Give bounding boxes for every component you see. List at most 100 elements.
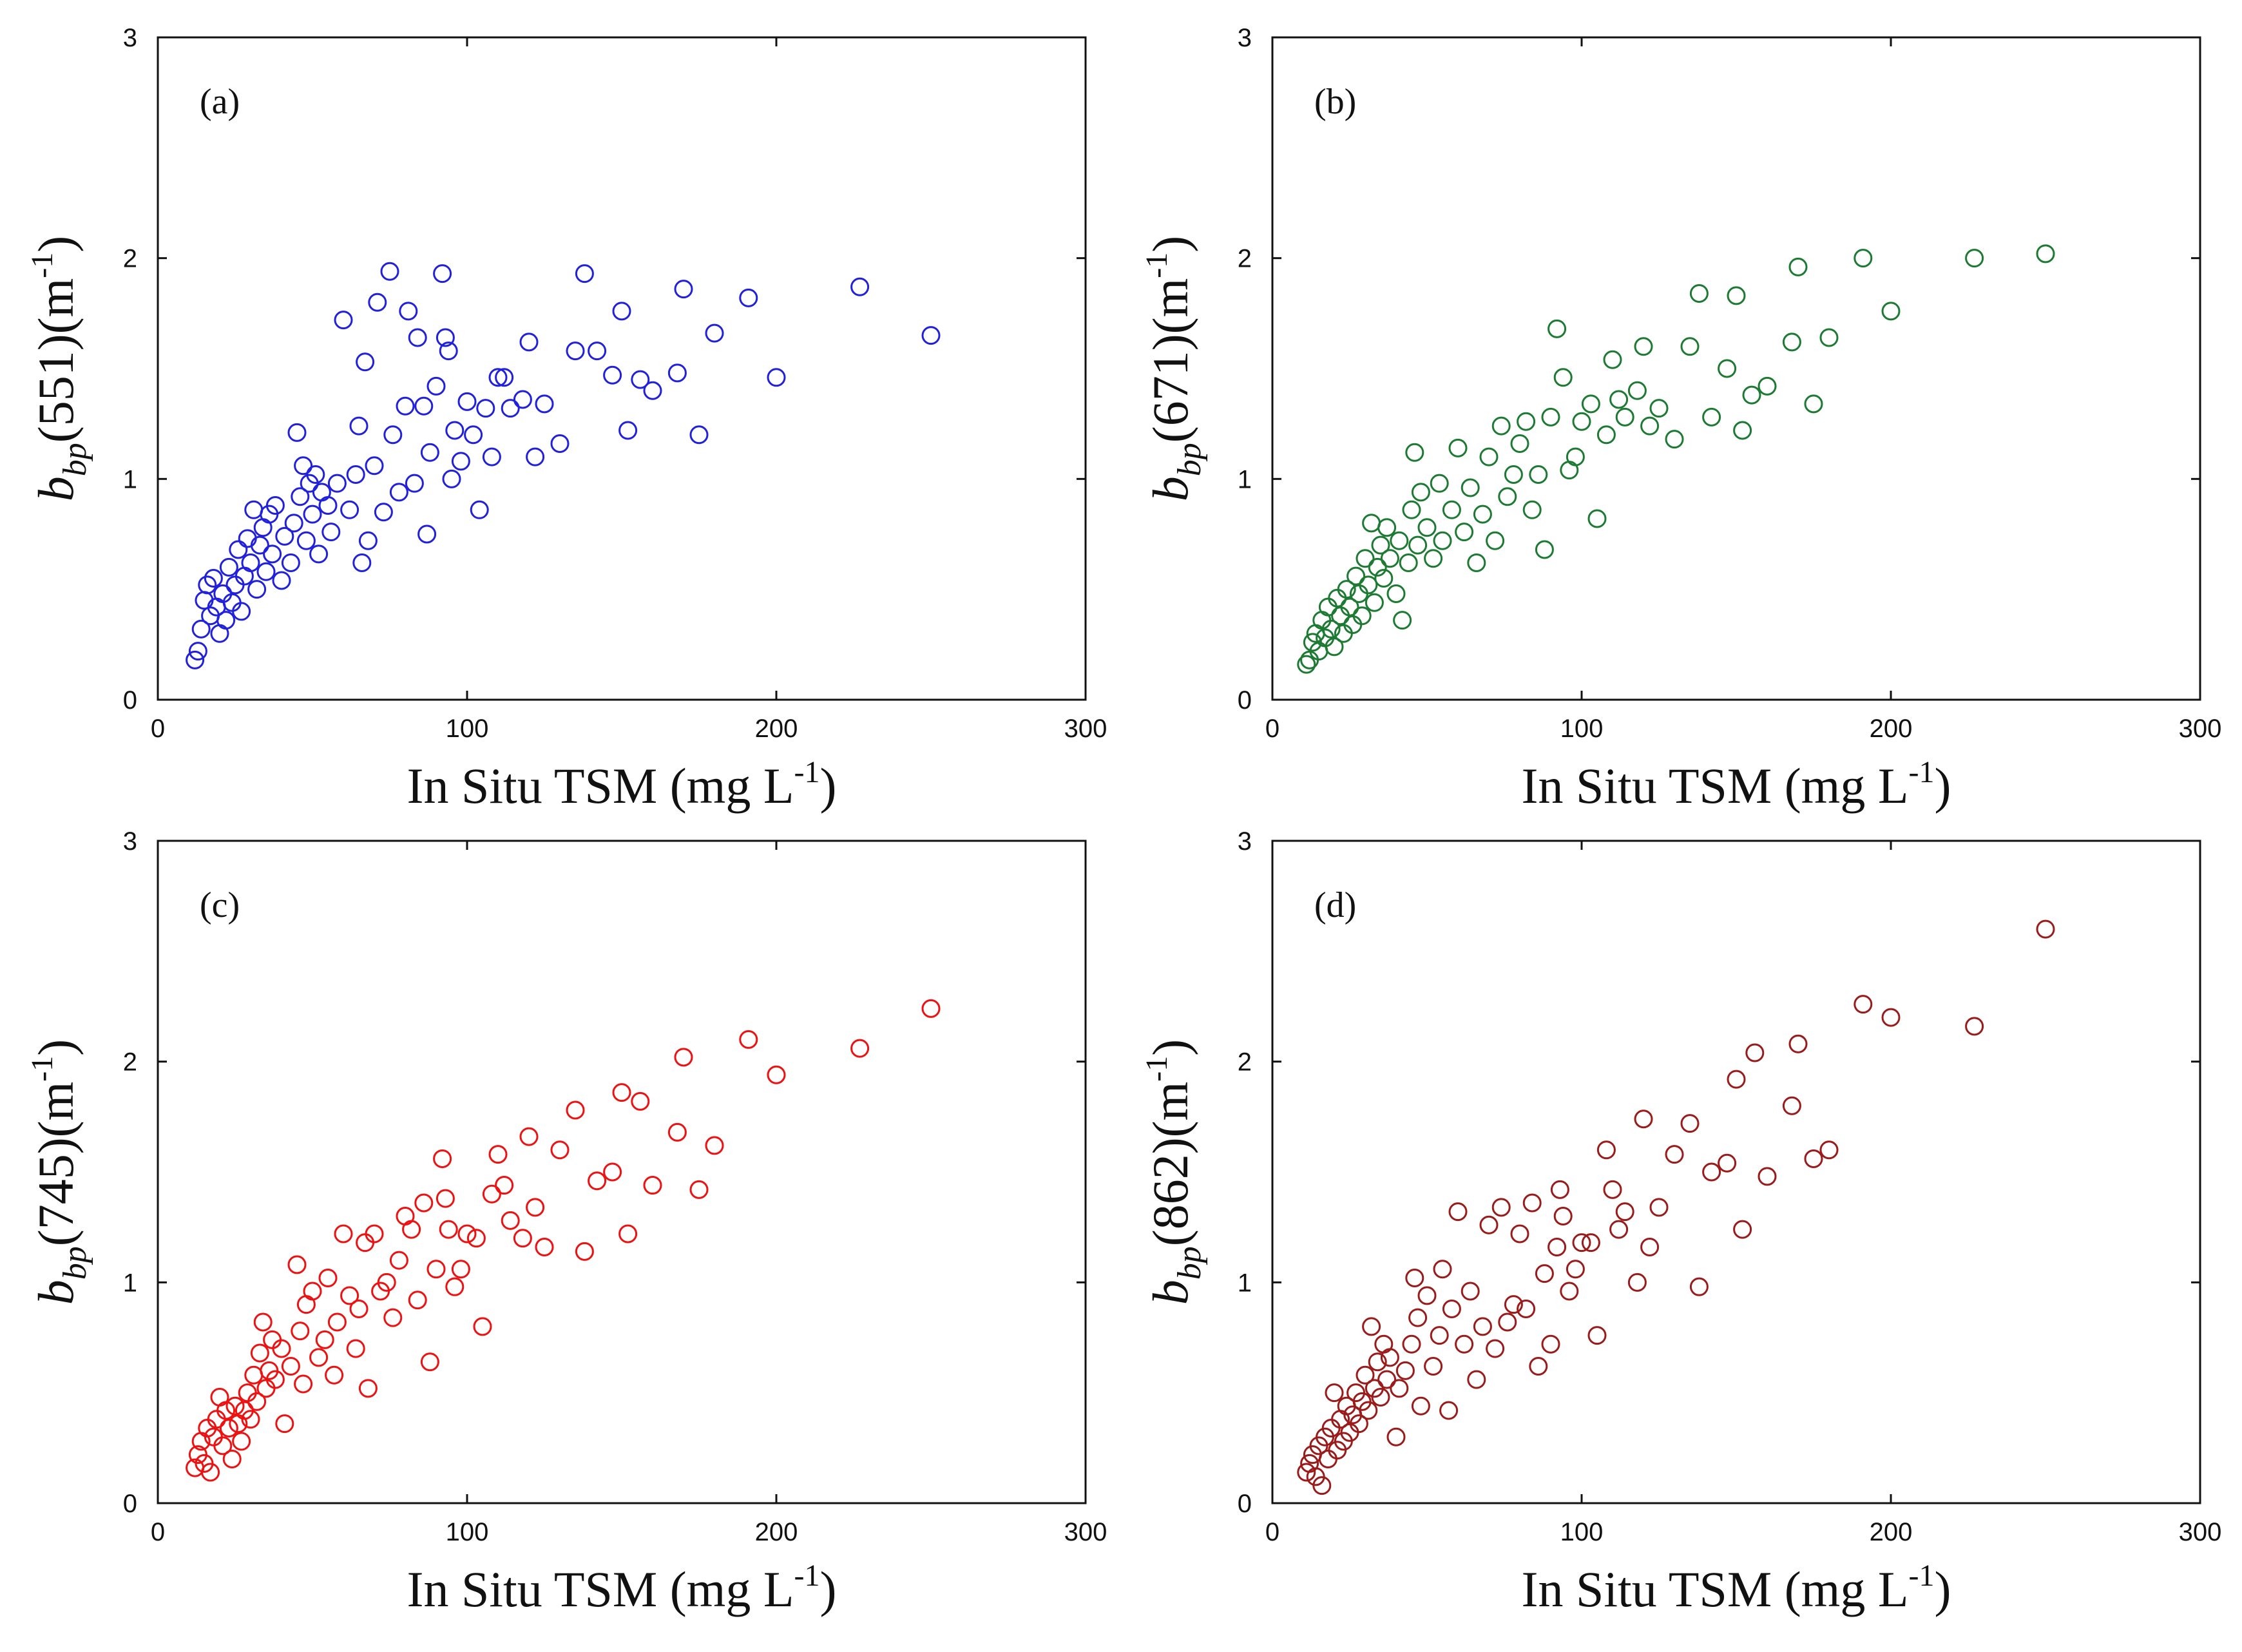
x-axis-label: In Situ TSM (mg L-1)	[407, 1559, 837, 1617]
data-point	[1405, 1268, 1424, 1287]
y-axis-label-rest: (671)(m	[1142, 278, 1198, 443]
data-point	[618, 421, 638, 440]
data-point	[265, 1370, 285, 1389]
y-tick-label: 3	[123, 24, 137, 52]
data-point	[1371, 535, 1390, 555]
x-tick-label: 200	[755, 715, 798, 743]
data-point	[327, 1312, 347, 1332]
data-point	[1965, 1017, 1984, 1036]
data-point	[232, 602, 251, 621]
data-point	[1854, 249, 1873, 268]
data-point	[1343, 615, 1363, 634]
data-point	[1819, 1140, 1839, 1160]
data-point	[1325, 1383, 1344, 1403]
x-axis-label-main: In Situ TSM (mg L	[1522, 1561, 1909, 1617]
data-point	[1627, 381, 1647, 400]
x-tick-label: 200	[1870, 715, 1913, 743]
data-point	[535, 394, 554, 414]
data-point	[1442, 500, 1461, 519]
data-point	[321, 523, 341, 542]
data-point	[225, 575, 245, 595]
data-point	[1374, 1334, 1394, 1354]
data-point	[389, 483, 408, 502]
data-point	[399, 302, 418, 321]
panel-label: (d)	[1314, 885, 1356, 925]
data-point	[1547, 1238, 1567, 1257]
x-tick-label: 300	[1064, 715, 1107, 743]
data-point	[325, 1365, 344, 1385]
data-point	[1362, 1317, 1381, 1336]
data-point	[244, 1365, 263, 1385]
data-point	[287, 1255, 307, 1274]
data-point	[1609, 390, 1629, 409]
data-point	[1566, 1260, 1585, 1279]
data-point	[1560, 461, 1579, 480]
data-point	[631, 1091, 650, 1111]
data-point	[445, 421, 465, 440]
x-axis-label: In Situ TSM (mg L-1)	[1522, 755, 1951, 814]
data-point	[618, 1224, 638, 1244]
data-point	[1609, 1220, 1629, 1239]
data-point	[667, 1122, 687, 1142]
data-point	[1395, 1361, 1415, 1380]
data-point	[1405, 443, 1424, 462]
y-tick-label: 1	[123, 465, 137, 494]
data-point	[1430, 1326, 1449, 1345]
data-point	[1782, 1096, 1801, 1115]
x-axis-label-close: )	[1934, 1561, 1951, 1617]
data-point	[550, 434, 570, 454]
data-point	[1596, 425, 1616, 445]
data-point	[1486, 531, 1505, 550]
data-point	[346, 1339, 365, 1358]
y-axis-label-subscript: bp	[57, 1246, 93, 1280]
data-point	[667, 363, 687, 383]
data-point	[1498, 487, 1517, 506]
data-point	[1349, 1414, 1368, 1434]
plot-frame	[157, 36, 1087, 701]
data-point	[739, 1030, 758, 1049]
data-point	[588, 341, 607, 361]
data-point	[476, 399, 495, 418]
data-point	[1433, 531, 1452, 550]
y-axis-label-exponent: -1	[1140, 1056, 1174, 1082]
data-point	[365, 456, 384, 475]
data-point	[451, 1260, 470, 1279]
data-point	[1374, 569, 1394, 588]
data-point	[219, 557, 238, 577]
data-point	[1346, 566, 1366, 586]
data-point	[1380, 1348, 1399, 1367]
data-point	[1718, 359, 1737, 378]
y-tick-label: 1	[1238, 1269, 1252, 1297]
plot-frame	[157, 840, 1087, 1504]
y-tick-label: 0	[123, 686, 137, 715]
x-axis-label-close: )	[819, 758, 836, 814]
data-point	[417, 524, 437, 544]
y-axis-label-exponent: -1	[25, 1056, 59, 1082]
data-point	[1727, 286, 1746, 305]
panel-label: (b)	[1314, 82, 1356, 122]
data-point	[436, 1189, 455, 1208]
data-point	[389, 1251, 408, 1270]
data-point	[1665, 1145, 1684, 1164]
y-tick-label: 3	[1238, 24, 1252, 52]
y-tick-label: 1	[1238, 465, 1252, 494]
data-point	[210, 1388, 229, 1407]
data-point	[1386, 1427, 1406, 1446]
data-point	[275, 526, 294, 546]
data-point	[1745, 1043, 1765, 1062]
data-point	[457, 1224, 477, 1244]
x-tick-label: 0	[151, 1518, 165, 1546]
data-point	[1535, 540, 1554, 559]
data-point	[739, 288, 758, 307]
data-point	[1517, 412, 1536, 431]
data-point	[1461, 1282, 1480, 1301]
x-tick-label: 300	[2179, 715, 2222, 743]
data-point	[1718, 1153, 1737, 1173]
data-point	[1328, 588, 1347, 608]
y-tick-label: 2	[123, 245, 137, 273]
y-axis-label-rest: (862)(m	[1142, 1082, 1198, 1247]
data-point	[281, 1357, 300, 1376]
data-point	[1603, 350, 1622, 369]
